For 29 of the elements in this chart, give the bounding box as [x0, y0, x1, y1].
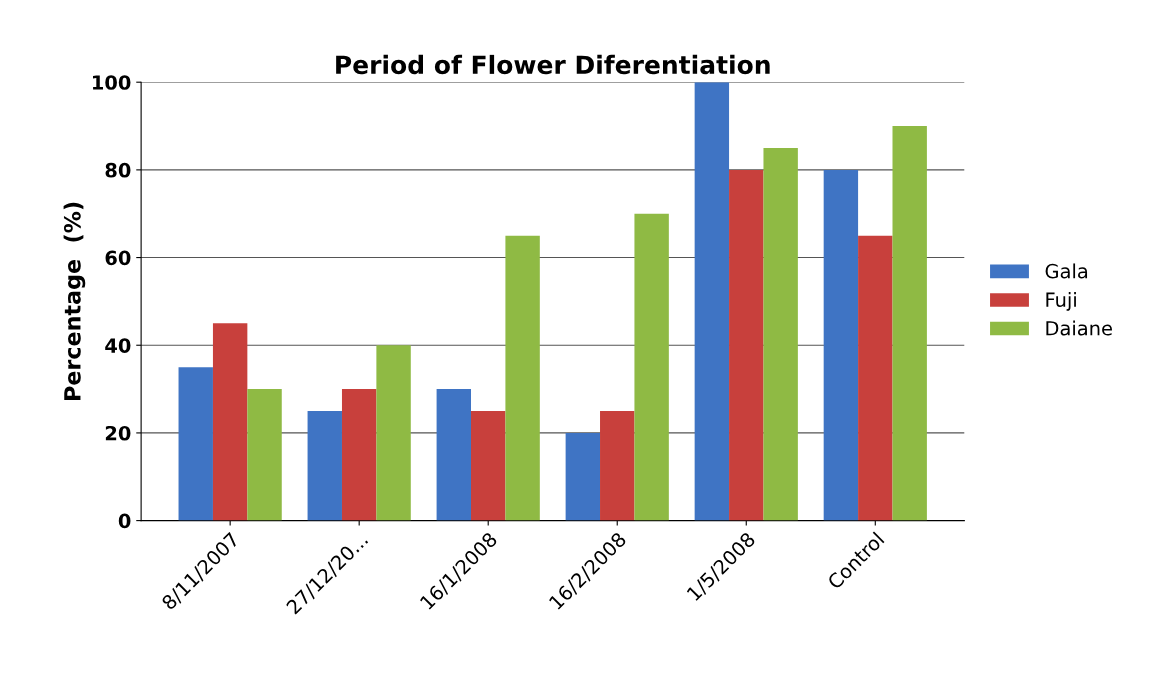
- bar: [763, 147, 798, 521]
- y-tick-label: 100: [93, 75, 131, 90]
- bar: [892, 126, 927, 521]
- y-axis-title: Percentage (%): [63, 202, 86, 400]
- chart-title: Period of Flower Diferentiation: [336, 54, 770, 75]
- bar: [178, 367, 213, 521]
- y-tick-label: 80: [105, 162, 131, 178]
- y-tick-label: 0: [118, 513, 131, 529]
- y-tick-label: 20: [105, 425, 131, 441]
- legend-label: Fuji: [1046, 291, 1076, 311]
- legend-label: Gala: [1045, 263, 1088, 279]
- bar: [694, 82, 730, 521]
- bar: [505, 235, 540, 521]
- legend-label: Daiane: [1046, 320, 1112, 336]
- bar: [823, 169, 859, 521]
- bar: [376, 345, 411, 521]
- y-tick-label: 40: [105, 338, 131, 353]
- bar: [729, 169, 764, 521]
- bar: [307, 411, 342, 521]
- bar: [341, 389, 377, 521]
- bar: [212, 323, 248, 521]
- bar: [565, 432, 601, 521]
- bar: [634, 213, 669, 521]
- bar: [436, 389, 471, 521]
- bar: [600, 411, 635, 521]
- y-tick-label: 60: [105, 250, 131, 266]
- bar: [471, 411, 506, 521]
- bar: [858, 235, 893, 521]
- bar: [247, 389, 282, 521]
